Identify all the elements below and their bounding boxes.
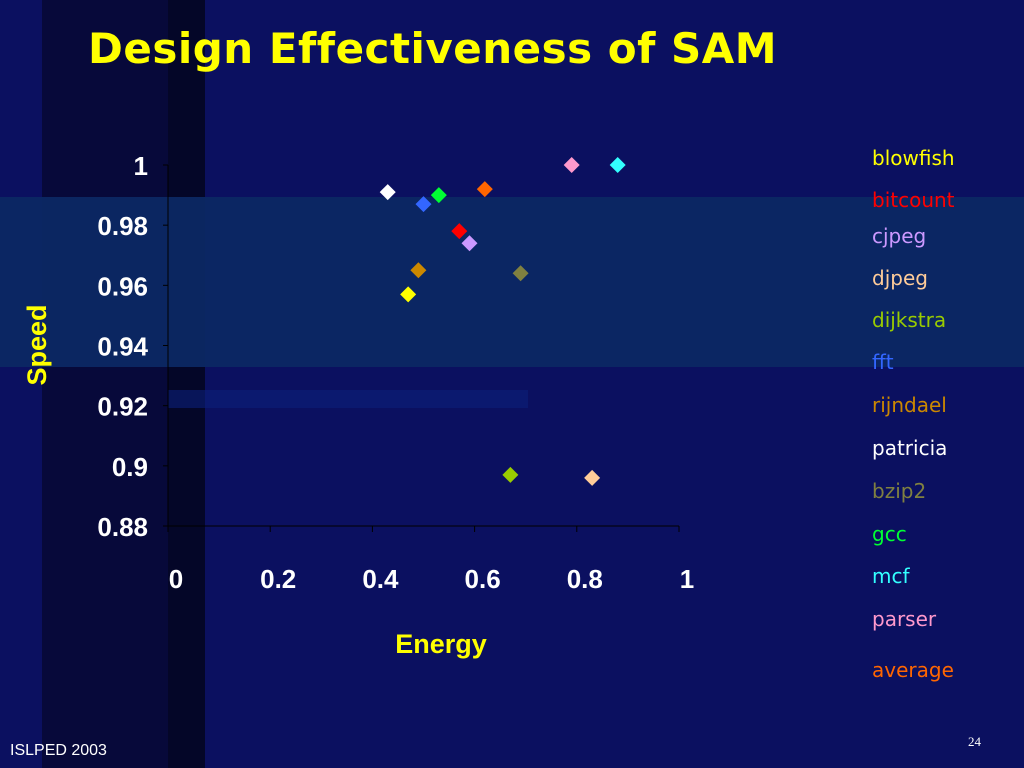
legend-item-blowfish: blowfish xyxy=(872,146,955,170)
legend-item-parser: parser xyxy=(872,607,937,631)
legend-item-djpeg: djpeg xyxy=(872,266,928,290)
data-point-bzip2 xyxy=(512,265,529,282)
background-band-horizontal xyxy=(0,197,1024,367)
legend-item-bitcount: bitcount xyxy=(872,188,955,212)
data-point-dijkstra xyxy=(502,466,519,483)
y-axis-ticks: 1 0.98 0.96 0.94 0.92 0.9 0.88 xyxy=(97,151,168,542)
data-point-fft xyxy=(415,196,432,213)
y-axis-label: Speed xyxy=(22,304,52,385)
y-tick-label: 0.88 xyxy=(97,512,148,542)
x-axis-label: Energy xyxy=(395,629,487,659)
footer-conference: ISLPED 2003 xyxy=(10,742,107,759)
x-tick-label: 0 xyxy=(169,564,183,594)
data-points xyxy=(379,157,626,486)
y-tick-label: 0.94 xyxy=(97,332,148,362)
legend-item-cjpeg: cjpeg xyxy=(872,224,927,248)
y-tick-label: 0.9 xyxy=(112,452,148,482)
data-point-mcf xyxy=(609,157,626,173)
slide-title: Design Effectiveness of SAM xyxy=(88,24,778,73)
x-tick-label: 0.2 xyxy=(260,564,296,594)
y-tick-label: 0.96 xyxy=(97,271,148,301)
legend-item-patricia: patricia xyxy=(872,436,948,460)
data-point-rijndael xyxy=(410,262,427,279)
data-point-patricia xyxy=(379,184,396,201)
chart-axes xyxy=(167,165,679,527)
data-point-cjpeg xyxy=(461,235,478,252)
data-point-gcc xyxy=(430,187,447,204)
legend-item-dijkstra: dijkstra xyxy=(872,308,947,332)
data-point-parser xyxy=(563,157,580,173)
y-tick-label: 1 xyxy=(134,151,148,181)
data-point-bitcount xyxy=(451,223,468,240)
legend-item-average: average xyxy=(872,658,954,682)
x-tick-label: 0.6 xyxy=(465,564,501,594)
data-point-blowfish xyxy=(400,286,417,303)
x-tick-label: 0.4 xyxy=(362,564,399,594)
data-point-djpeg xyxy=(584,469,601,486)
legend-item-mcf: mcf xyxy=(872,564,910,588)
background-band-dark xyxy=(168,0,205,768)
y-tick-label: 0.98 xyxy=(97,211,148,241)
page-number: 24 xyxy=(968,734,981,749)
background-band-accent xyxy=(168,390,528,408)
legend-item-fft: fft xyxy=(872,350,894,374)
legend-item-rijndael: rijndael xyxy=(872,393,947,417)
x-tick-label: 1 xyxy=(680,564,694,594)
x-tick-label: 0.8 xyxy=(567,564,603,594)
legend-item-gcc: gcc xyxy=(872,522,907,546)
data-point-average xyxy=(476,181,493,198)
y-tick-label: 0.92 xyxy=(97,392,148,422)
x-axis-ticks: 0 0.2 0.4 0.6 0.8 1 xyxy=(167,526,694,594)
legend-item-bzip2: bzip2 xyxy=(872,479,927,503)
